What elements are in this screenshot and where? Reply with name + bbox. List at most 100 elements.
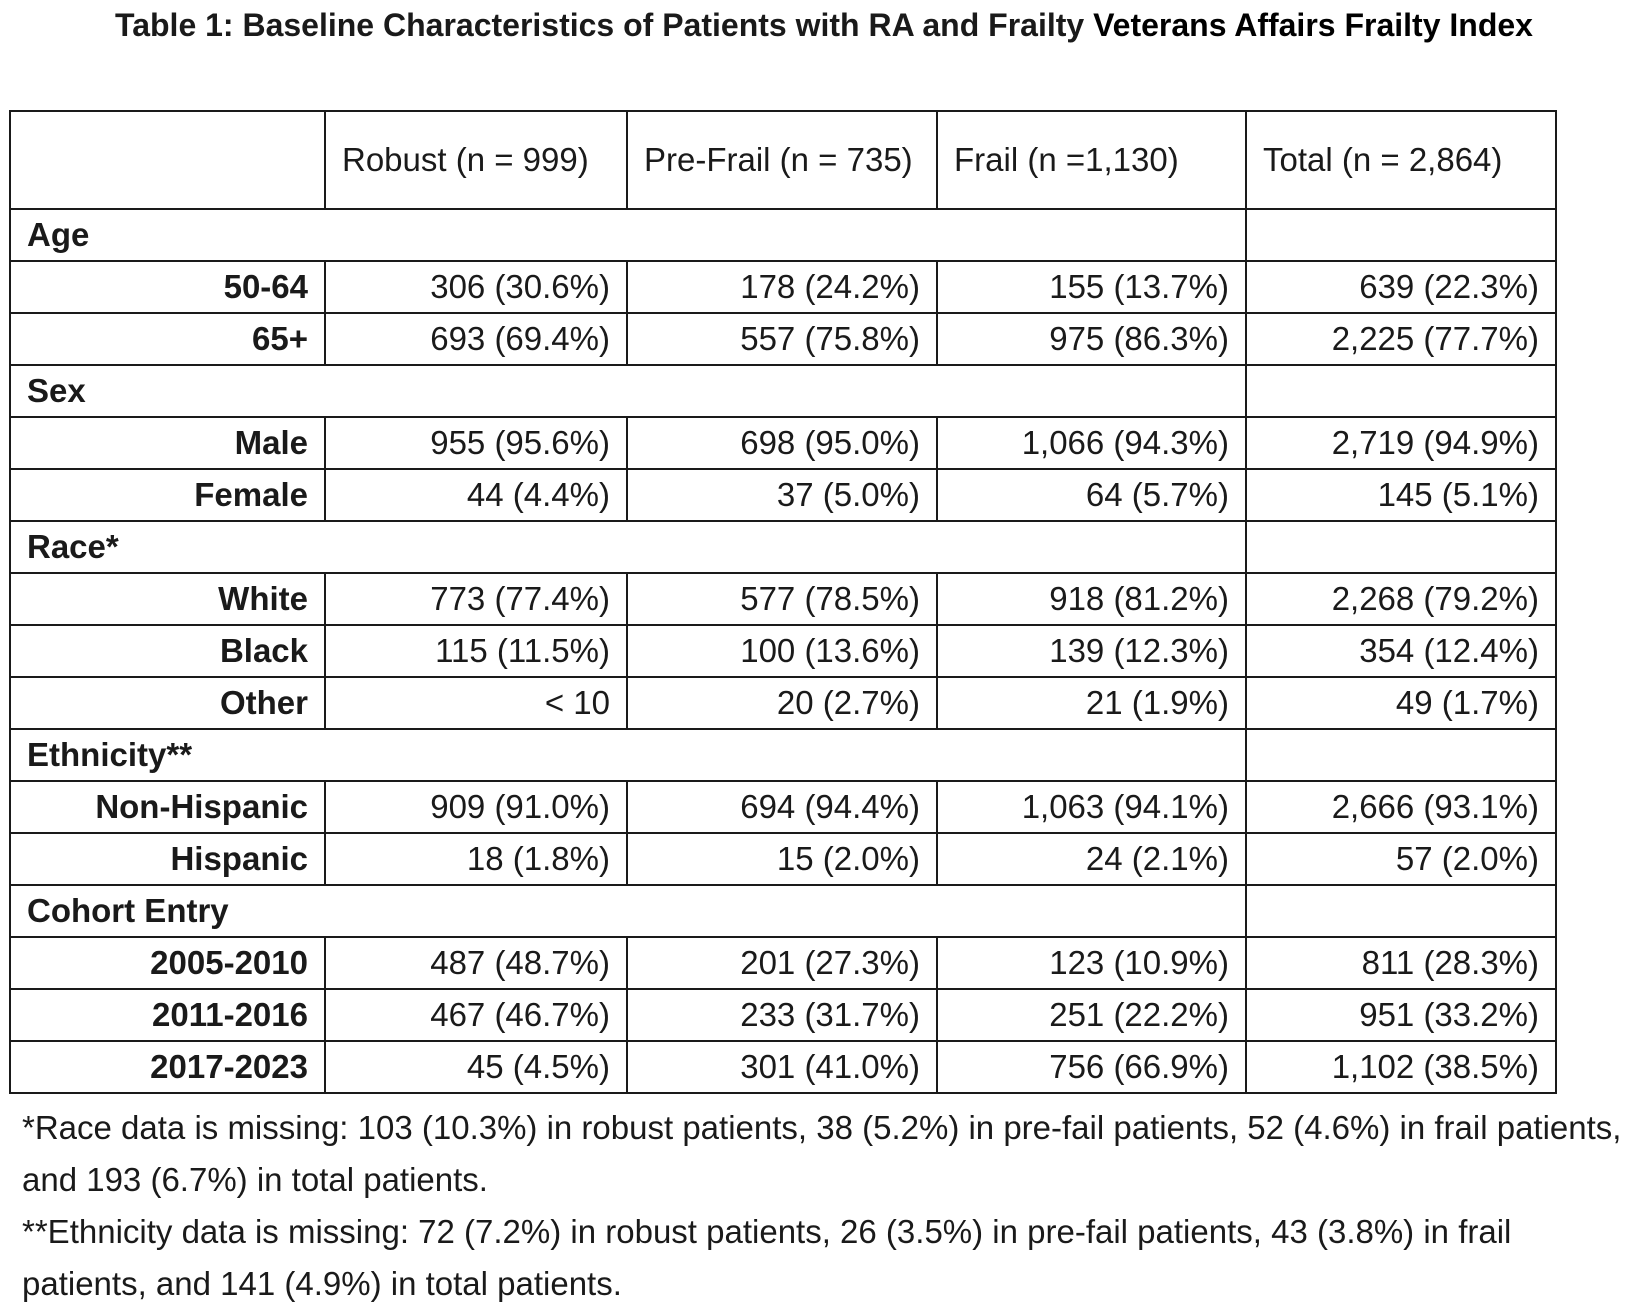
section-row: Ethnicity**	[9, 728, 1557, 782]
value-cell: 45 (4.5%)	[324, 1040, 628, 1094]
value-cell: 139 (12.3%)	[936, 624, 1247, 678]
value-cell: 1,066 (94.3%)	[936, 416, 1247, 470]
table-row: White 773 (77.4%) 577 (78.5%) 918 (81.2%) 2,…	[9, 572, 1557, 626]
value-cell: 57 (2.0%)	[1245, 832, 1557, 886]
value-cell: 811 (28.3%)	[1245, 936, 1557, 990]
value-cell: 354 (12.4%)	[1245, 624, 1557, 678]
section-row: Age	[9, 208, 1557, 262]
section-row: Cohort Entry	[9, 884, 1557, 938]
table-row: 2005-2010 487 (48.7%) 201 (27.3%) 123 (10.9…	[9, 936, 1557, 990]
value-cell: 251 (22.2%)	[936, 988, 1247, 1042]
row-label: Female	[9, 468, 326, 522]
value-cell: 975 (86.3%)	[936, 312, 1247, 366]
section-label: Race*	[9, 520, 1247, 574]
row-label: Non-Hispanic	[9, 780, 326, 834]
table-row: Female 44 (4.4%) 37 (5.0%) 64 (5.7%) 145 (5.…	[9, 468, 1557, 522]
value-cell: 639 (22.3%)	[1245, 260, 1557, 314]
header-total: Total (n = 2,864)	[1245, 110, 1557, 210]
header-frail: Frail (n =1,130)	[936, 110, 1247, 210]
value-cell: 487 (48.7%)	[324, 936, 628, 990]
value-cell: 773 (77.4%)	[324, 572, 628, 626]
section-label: Age	[9, 208, 1247, 262]
value-cell: 467 (46.7%)	[324, 988, 628, 1042]
section-total-empty-cell	[1245, 884, 1557, 938]
value-cell: 100 (13.6%)	[626, 624, 938, 678]
table-row: Male 955 (95.6%) 698 (95.0%) 1,066 (94.3%) 2…	[9, 416, 1557, 470]
section-label: Ethnicity**	[9, 728, 1247, 782]
row-label: 65+	[9, 312, 326, 366]
value-cell: 18 (1.8%)	[324, 832, 628, 886]
value-cell: 145 (5.1%)	[1245, 468, 1557, 522]
value-cell: 756 (66.9%)	[936, 1040, 1247, 1094]
value-cell: 123 (10.9%)	[936, 936, 1247, 990]
section-total-empty-cell	[1245, 364, 1557, 418]
table-row: Black 115 (11.5%) 100 (13.6%) 139 (12.3%) 35…	[9, 624, 1557, 678]
value-cell: 1,102 (38.5%)	[1245, 1040, 1557, 1094]
row-label: Hispanic	[9, 832, 326, 886]
table-row: 65+ 693 (69.4%) 557 (75.8%) 975 (86.3%) 2,22…	[9, 312, 1557, 366]
value-cell: 201 (27.3%)	[626, 936, 938, 990]
table-row: 2011-2016 467 (46.7%) 233 (31.7%) 251 (22.2…	[9, 988, 1557, 1042]
value-cell: 44 (4.4%)	[324, 468, 628, 522]
section-total-empty-cell	[1245, 208, 1557, 262]
row-label: 2011-2016	[9, 988, 326, 1042]
value-cell: 955 (95.6%)	[324, 416, 628, 470]
value-cell: 2,719 (94.9%)	[1245, 416, 1557, 470]
header-robust: Robust (n = 999)	[324, 110, 628, 210]
value-cell: 577 (78.5%)	[626, 572, 938, 626]
value-cell: 909 (91.0%)	[324, 780, 628, 834]
value-cell: 693 (69.4%)	[324, 312, 628, 366]
row-label: Other	[9, 676, 326, 730]
value-cell: 301 (41.0%)	[626, 1040, 938, 1094]
table-title-main: Table 1: Baseline Characteristics of Pat…	[115, 7, 1085, 43]
value-cell: 37 (5.0%)	[626, 468, 938, 522]
value-cell: 2,666 (93.1%)	[1245, 780, 1557, 834]
value-cell: 64 (5.7%)	[936, 468, 1247, 522]
value-cell: 49 (1.7%)	[1245, 676, 1557, 730]
value-cell: 306 (30.6%)	[324, 260, 628, 314]
section-label: Cohort Entry	[9, 884, 1247, 938]
baseline-characteristics-table: Robust (n = 999) Pre-Frail (n = 735) Fra…	[9, 110, 1557, 1094]
value-cell: 21 (1.9%)	[936, 676, 1247, 730]
footnotes: *Race data is missing: 103 (10.3%) in ro…	[22, 1102, 1632, 1310]
table-row: 50-64 306 (30.6%) 178 (24.2%) 155 (13.7%) 63…	[9, 260, 1557, 314]
header-empty-cell	[9, 110, 326, 210]
value-cell: 698 (95.0%)	[626, 416, 938, 470]
table-row: 2017-2023 45 (4.5%) 301 (41.0%) 756 (66.9%)…	[9, 1040, 1557, 1094]
row-label: Male	[9, 416, 326, 470]
table-title: Table 1: Baseline Characteristics of Pat…	[0, 0, 1648, 51]
section-row: Race*	[9, 520, 1557, 574]
section-label: Sex	[9, 364, 1247, 418]
row-label: White	[9, 572, 326, 626]
value-cell: 233 (31.7%)	[626, 988, 938, 1042]
value-cell: 155 (13.7%)	[936, 260, 1247, 314]
row-label: Black	[9, 624, 326, 678]
value-cell: 557 (75.8%)	[626, 312, 938, 366]
table-row: Non-Hispanic 909 (91.0%) 694 (94.4%) 1,063 …	[9, 780, 1557, 834]
value-cell: 951 (33.2%)	[1245, 988, 1557, 1042]
value-cell: 24 (2.1%)	[936, 832, 1247, 886]
table-row: Other < 10 20 (2.7%) 21 (1.9%) 49 (1.7%)	[9, 676, 1557, 730]
value-cell: 694 (94.4%)	[626, 780, 938, 834]
row-label: 2005-2010	[9, 936, 326, 990]
value-cell: 2,225 (77.7%)	[1245, 312, 1557, 366]
value-cell: 115 (11.5%)	[324, 624, 628, 678]
value-cell: 15 (2.0%)	[626, 832, 938, 886]
row-label: 50-64	[9, 260, 326, 314]
table-body: Age 50-64 306 (30.6%) 178 (24.2%) 155 (13.7%…	[9, 208, 1557, 1094]
section-total-empty-cell	[1245, 728, 1557, 782]
footnote-race-missing: *Race data is missing: 103 (10.3%) in ro…	[22, 1109, 1622, 1198]
value-cell: 20 (2.7%)	[626, 676, 938, 730]
section-row: Sex	[9, 364, 1557, 418]
table-title-index-name: Veterans Affairs Frailty Index	[1093, 7, 1533, 43]
value-cell: 918 (81.2%)	[936, 572, 1247, 626]
value-cell: 1,063 (94.1%)	[936, 780, 1247, 834]
section-total-empty-cell	[1245, 520, 1557, 574]
value-cell: 178 (24.2%)	[626, 260, 938, 314]
table-row: Hispanic 18 (1.8%) 15 (2.0%) 24 (2.1%) 57 (2…	[9, 832, 1557, 886]
value-cell: 2,268 (79.2%)	[1245, 572, 1557, 626]
footnote-ethnicity-missing: **Ethnicity data is missing: 72 (7.2%) i…	[22, 1213, 1512, 1302]
header-row: Robust (n = 999) Pre-Frail (n = 735) Fra…	[9, 110, 1557, 210]
value-cell: < 10	[324, 676, 628, 730]
row-label: 2017-2023	[9, 1040, 326, 1094]
